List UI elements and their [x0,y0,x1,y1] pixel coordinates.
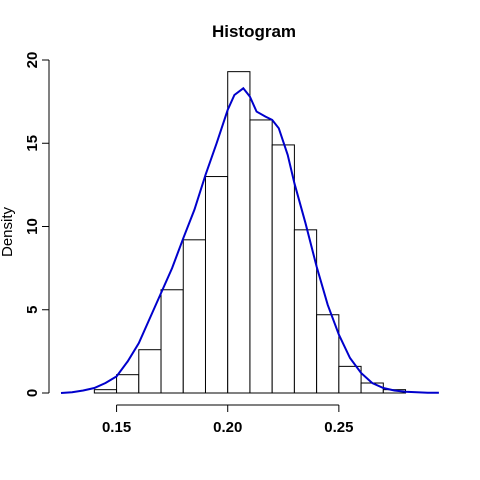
y-tick-label: 5 [24,306,41,314]
y-tick-label: 10 [24,218,41,235]
histogram-bar-7 [249,119,273,394]
histogram-bar-4 [182,239,206,394]
histogram-bar-3 [160,289,184,394]
chart-title: Histogram [212,22,296,41]
histogram-bar-1 [116,374,140,394]
x-tick-label: 0.15 [102,419,131,436]
histogram-bar-11 [338,365,362,394]
y-tick-label: 20 [24,52,41,69]
histogram-bar-2 [138,349,162,394]
histogram-bar-8 [271,144,295,394]
x-tick-label: 0.25 [324,419,353,436]
histogram-bar-12 [360,382,384,394]
y-axis: 0 5 10 15 20 [24,52,50,397]
histogram-bar-5 [204,176,229,394]
histogram-bars [93,71,407,394]
histogram-bar-9 [293,229,318,394]
density-curve [60,86,439,394]
histogram-bar-10 [316,314,340,394]
y-tick-label: 0 [24,389,41,397]
x-tick-label: 0.20 [213,419,242,436]
histogram-bar-6 [227,71,251,394]
x-axis: 0.15 0.20 0.25 [102,404,353,436]
histogram-bar-0 [93,389,118,394]
y-axis-label: Density [0,206,16,257]
y-tick-label: 15 [24,135,41,152]
